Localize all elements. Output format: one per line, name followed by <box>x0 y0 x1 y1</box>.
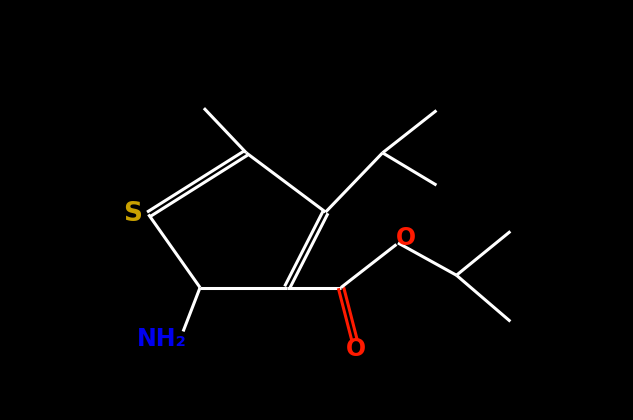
Text: O: O <box>396 226 416 250</box>
Text: S: S <box>123 202 142 227</box>
Text: NH₂: NH₂ <box>137 327 187 351</box>
Text: O: O <box>346 337 366 361</box>
